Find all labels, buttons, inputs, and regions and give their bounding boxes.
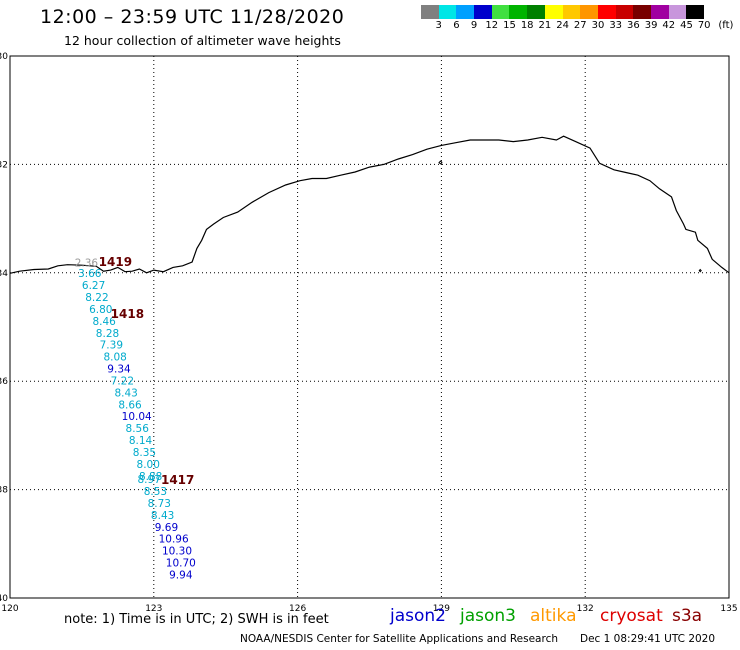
legend-label: 39 xyxy=(644,20,658,31)
axis-labels: 120 123 126 129 132 135 -30 -32 -34 -36 -38 -40 xyxy=(0,52,738,614)
wave-height-value: 8.22 xyxy=(85,292,108,304)
pass-number-label: 1419 xyxy=(99,255,132,269)
legend-label: 45 xyxy=(680,20,693,31)
wave-height-value: 3.66 xyxy=(78,268,102,280)
wave-height-value: 8.35 xyxy=(133,447,156,459)
legend-label: 18 xyxy=(520,20,534,31)
legend-label: 30 xyxy=(591,20,605,31)
wave-height-value: 8.28 xyxy=(96,328,119,340)
longitude-tick-label: 123 xyxy=(145,604,162,614)
wave-height-value: 8.53 xyxy=(144,486,167,498)
wave-height-value: 8.88 xyxy=(139,471,162,483)
wave-height-value: 8.08 xyxy=(103,352,126,364)
latitude-tick-label: -38 xyxy=(0,486,8,496)
pass-number-label: 1417 xyxy=(161,473,194,487)
longitude-tick-label: 126 xyxy=(289,604,306,614)
longitude-tick-label: 132 xyxy=(577,604,594,614)
wave-height-value: 10.96 xyxy=(159,534,189,546)
footer-timestamp: Dec 1 08:29:41 UTC 2020 xyxy=(580,633,716,645)
coastline xyxy=(9,135,730,274)
wave-height-value: 8.43 xyxy=(151,510,174,522)
color-legend: 3 6 9 12 15 18 21 24 27 30 33 36 39 42 45 70 (ft) xyxy=(421,5,734,33)
longitude-tick-label: 135 xyxy=(720,604,737,614)
wave-height-value: 8.14 xyxy=(129,435,153,447)
legend-label: 33 xyxy=(609,20,623,31)
map-title: 12:00 – 23:59 UTC 11/28/2020 xyxy=(40,6,345,28)
wave-height-value: 8.43 xyxy=(114,387,137,399)
latitude-tick-label: -32 xyxy=(0,160,8,170)
wave-height-value: 9.69 xyxy=(155,522,178,534)
observation-layer: 2.363.666.278.226.808.468.287.398.089.34… xyxy=(75,257,196,581)
wave-height-value: 8.66 xyxy=(118,399,142,411)
legend-labels: 3 6 9 12 15 18 21 24 27 30 33 36 39 42 45 70 (ft) xyxy=(421,19,734,33)
legend-label: 70 xyxy=(697,20,711,31)
latitude-tick-label: -40 xyxy=(0,594,8,604)
legend-swatch xyxy=(456,5,475,19)
wave-height-value: 2.36 xyxy=(75,257,99,269)
footer-credit: NOAA/NESDIS Center for Satellite Applica… xyxy=(240,633,558,645)
legend-swatches xyxy=(421,5,704,19)
satellite-label-jason2: jason2 xyxy=(390,606,446,626)
wave-height-value: 7.39 xyxy=(100,340,123,352)
wave-height-value: 10.04 xyxy=(122,411,152,423)
legend-label: 3 xyxy=(435,20,442,31)
wave-height-value: 9.94 xyxy=(169,569,193,581)
latitude-tick-label: -36 xyxy=(0,377,8,387)
longitude-tick-label: 120 xyxy=(1,604,18,614)
pass-number-label: 1418 xyxy=(111,307,144,321)
map-frame xyxy=(9,55,730,599)
wave-height-value: 6.27 xyxy=(82,280,105,292)
legend-swatch xyxy=(686,5,704,19)
footer-note: note: 1) Time is in UTC; 2) SWH is in fe… xyxy=(64,612,329,627)
longitude-tick-label: 129 xyxy=(433,604,450,614)
wave-height-value: 9.34 xyxy=(107,364,131,376)
wave-height-value: 8.56 xyxy=(126,423,150,435)
wave-height-value: 8.73 xyxy=(148,498,171,510)
legend-label: 9 xyxy=(470,20,478,31)
legend-swatch xyxy=(597,5,616,19)
legend-label: 36 xyxy=(627,20,640,31)
legend-swatch xyxy=(544,5,563,19)
satellite-label-s3a: s3a xyxy=(672,606,703,626)
legend-label: 24 xyxy=(556,20,569,31)
wave-height-value: 8.46 xyxy=(92,316,116,328)
wave-height-value: 8.97 xyxy=(138,474,161,486)
satellite-label-cryosat: cryosat xyxy=(600,606,663,626)
wave-height-value: 6.80 xyxy=(89,304,112,316)
legend-swatch xyxy=(474,5,492,19)
legend-label: 21 xyxy=(538,20,552,31)
latitude-tick-label: -30 xyxy=(0,52,8,62)
island xyxy=(438,160,443,165)
wave-height-value: 10.30 xyxy=(162,546,192,558)
satellite-label-jason3: jason3 xyxy=(460,606,516,626)
pass-labels: 1419 1418 1417 xyxy=(99,255,195,487)
legend-swatch xyxy=(421,5,439,19)
island xyxy=(698,268,702,273)
legend-label: 15 xyxy=(503,20,516,31)
satellite-label-altika: altika xyxy=(530,606,577,626)
legend-swatch xyxy=(633,5,651,19)
legend-label: (ft) xyxy=(718,20,734,31)
legend-swatch xyxy=(527,5,545,19)
legend-swatch xyxy=(491,5,510,19)
wave-height-value: 8.00 xyxy=(137,459,160,471)
coastline-layer xyxy=(9,135,730,274)
latitude-tick-label: -34 xyxy=(0,269,8,279)
legend-label: 12 xyxy=(485,20,499,31)
map-subtitle: 12 hour collection of altimeter wave hei… xyxy=(64,33,341,48)
legend-swatch xyxy=(438,5,457,19)
wave-height-value: 7.22 xyxy=(111,375,134,387)
wave-height-value: 10.70 xyxy=(166,558,196,570)
legend-label: 27 xyxy=(573,20,587,31)
legend-swatch xyxy=(615,5,634,19)
legend-label: 6 xyxy=(453,20,460,31)
legend-swatch xyxy=(668,5,687,19)
legend-swatch xyxy=(509,5,528,19)
legend-label: 42 xyxy=(662,20,676,31)
legend-swatch xyxy=(580,5,598,19)
legend-swatch xyxy=(562,5,581,19)
legend-swatch xyxy=(650,5,669,19)
